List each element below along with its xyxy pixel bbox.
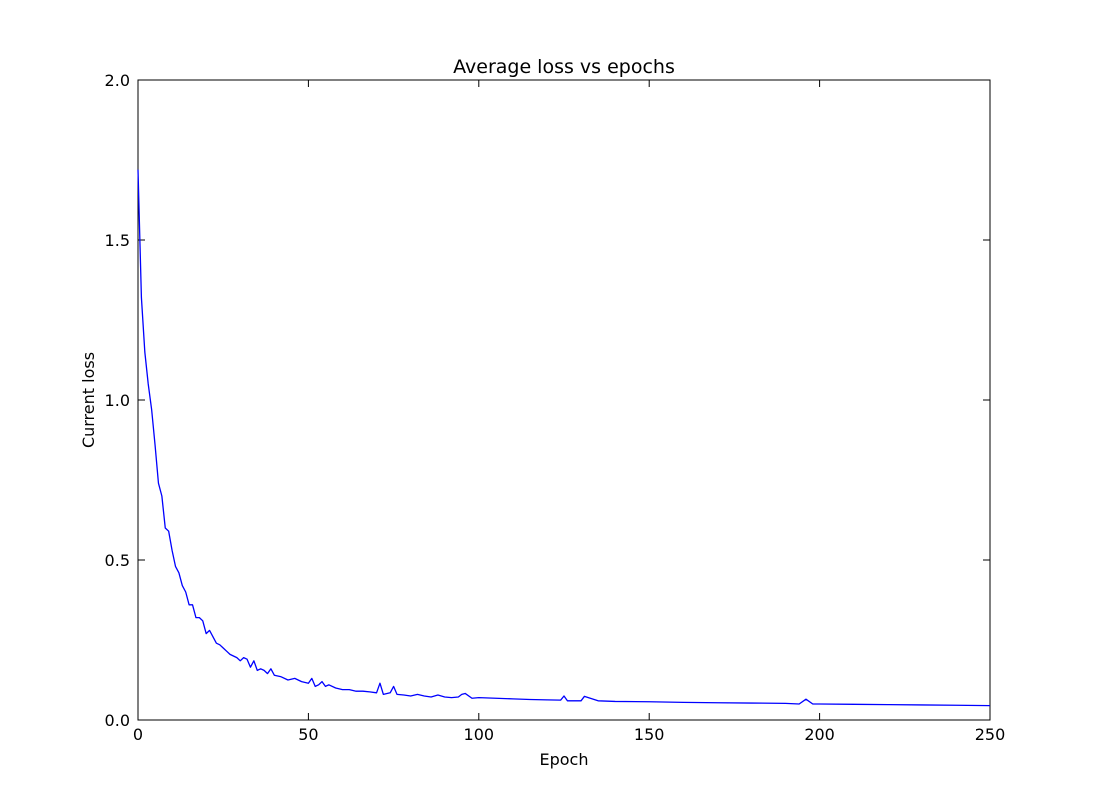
chart-title: Average loss vs epochs bbox=[453, 56, 675, 78]
x-axis-title: Epoch bbox=[540, 750, 589, 769]
y-tick-label: 1.5 bbox=[105, 231, 130, 250]
y-axis-title: Current loss bbox=[79, 352, 98, 448]
x-tick-label: 150 bbox=[634, 725, 665, 744]
x-tick-label: 50 bbox=[298, 725, 318, 744]
series-group bbox=[137, 169, 991, 707]
y-tick-label: 2.0 bbox=[105, 71, 130, 90]
y-tick-label: 0.0 bbox=[105, 711, 130, 730]
x-tick-label: 250 bbox=[975, 725, 1006, 744]
plot-area-frame bbox=[137, 79, 991, 721]
axis-ticks: 0 50 100 150 200 250 0.0 0.5 1.0 1.5 2.0 bbox=[105, 71, 1006, 744]
series-line-0 bbox=[137, 169, 991, 707]
x-tick-label: 100 bbox=[464, 725, 495, 744]
y-tick-label: 1.0 bbox=[105, 391, 130, 410]
x-tick-label: 200 bbox=[804, 725, 835, 744]
x-tick-label: 0 bbox=[133, 725, 143, 744]
y-tick-label: 0.5 bbox=[105, 551, 130, 570]
